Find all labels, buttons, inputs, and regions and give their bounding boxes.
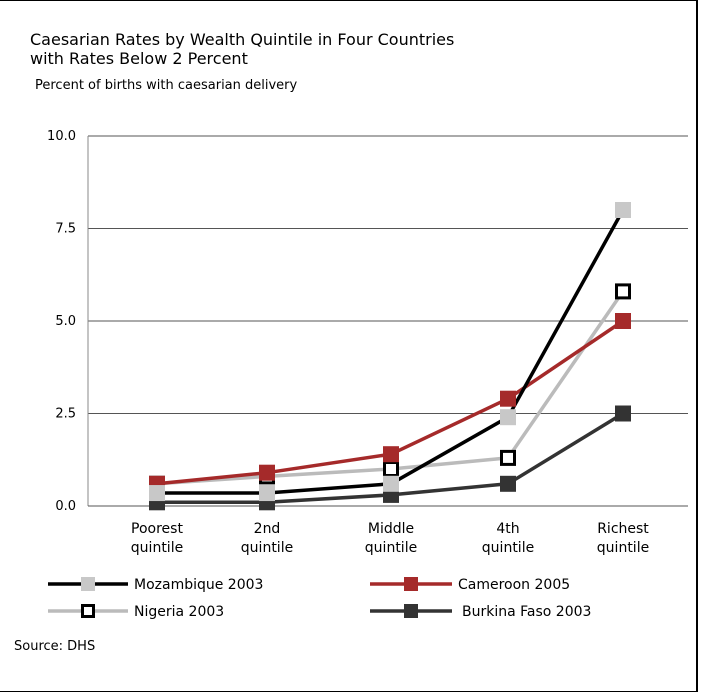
x-tick-label: 4th — [496, 521, 519, 537]
data-point-1 — [383, 446, 399, 463]
data-point-0 — [615, 202, 631, 218]
data-point-1 — [500, 390, 516, 407]
legend-marker — [81, 604, 95, 618]
x-tick-label: quintile — [365, 540, 417, 556]
legend-marker — [404, 577, 418, 591]
data-point-2 — [500, 449, 516, 466]
legend-label: Burkina Faso 2003 — [462, 604, 591, 620]
data-point-2 — [615, 283, 631, 300]
data-point-0 — [500, 409, 516, 426]
data-point-3 — [615, 405, 631, 422]
x-tick-label: quintile — [241, 540, 293, 556]
chart-title: Caesarian Rates by Wealth Quintile in Fo… — [30, 30, 455, 68]
legend-label: Nigeria 2003 — [134, 604, 224, 620]
x-tick-label: Middle — [368, 521, 414, 537]
y-tick-label: 10.0 — [47, 129, 76, 144]
data-point-2 — [383, 461, 399, 477]
data-point-0 — [149, 485, 165, 502]
data-point-0 — [383, 475, 399, 492]
x-tick-label: 2nd — [254, 521, 281, 537]
y-tick-label: 2.5 — [55, 407, 76, 422]
data-point-1 — [259, 464, 275, 481]
x-tick-label: quintile — [482, 540, 534, 556]
legend-label: Mozambique 2003 — [134, 577, 263, 593]
source-note: Source: DHS — [14, 639, 96, 654]
x-tick-label: Poorest — [131, 521, 183, 537]
data-point-0 — [259, 485, 275, 502]
x-tick-label: Richest — [597, 521, 649, 537]
legend-label: Cameroon 2005 — [458, 577, 570, 593]
y-tick-label: 5.0 — [55, 314, 76, 329]
data-point-1 — [615, 313, 631, 329]
x-tick-label: quintile — [131, 540, 183, 556]
data-point-3 — [500, 475, 516, 492]
y-tick-label: 7.5 — [55, 222, 76, 237]
legend-marker — [81, 577, 95, 591]
legend-marker — [404, 604, 418, 618]
x-tick-label: quintile — [597, 540, 649, 556]
chart-subtitle: Percent of births with caesarian deliver… — [35, 78, 298, 93]
y-tick-label: 0.0 — [55, 499, 76, 514]
